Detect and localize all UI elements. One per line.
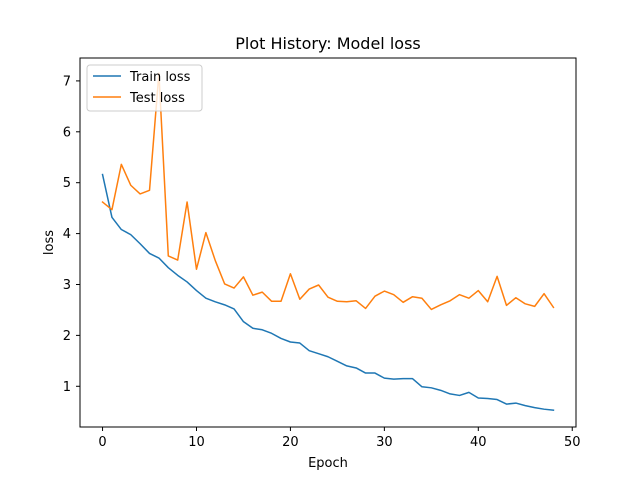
y-tick-label: 4 <box>63 227 71 242</box>
y-tick-label: 5 <box>63 176 71 191</box>
x-tick-label: 20 <box>282 435 299 450</box>
chart-title: Plot History: Model loss <box>235 34 421 53</box>
y-axis-label: loss <box>42 230 57 255</box>
y-tick-label: 7 <box>63 74 71 89</box>
x-axis-label: Epoch <box>308 456 348 471</box>
x-axis-ticks: 0 10 20 30 40 50 <box>98 427 581 450</box>
y-tick-label: 3 <box>63 278 71 293</box>
y-axis-ticks: 1 2 3 4 5 6 7 <box>63 74 80 395</box>
series-line-test <box>101 72 555 311</box>
legend-label-train: Train loss <box>129 70 191 85</box>
legend-label-test: Test loss <box>129 91 185 106</box>
y-tick-label: 1 <box>63 380 71 395</box>
x-tick-label: 0 <box>98 435 106 450</box>
y-tick-label: 6 <box>63 125 71 140</box>
x-tick-label: 10 <box>188 435 205 450</box>
x-tick-label: 50 <box>564 435 581 450</box>
series-line-train <box>101 173 555 412</box>
x-tick-label: 30 <box>376 435 393 450</box>
plot-frame <box>79 57 577 428</box>
legend: Train loss Test loss <box>86 64 203 112</box>
x-tick-label: 40 <box>470 435 487 450</box>
y-tick-label: 2 <box>63 329 71 344</box>
series-layer <box>101 72 555 412</box>
